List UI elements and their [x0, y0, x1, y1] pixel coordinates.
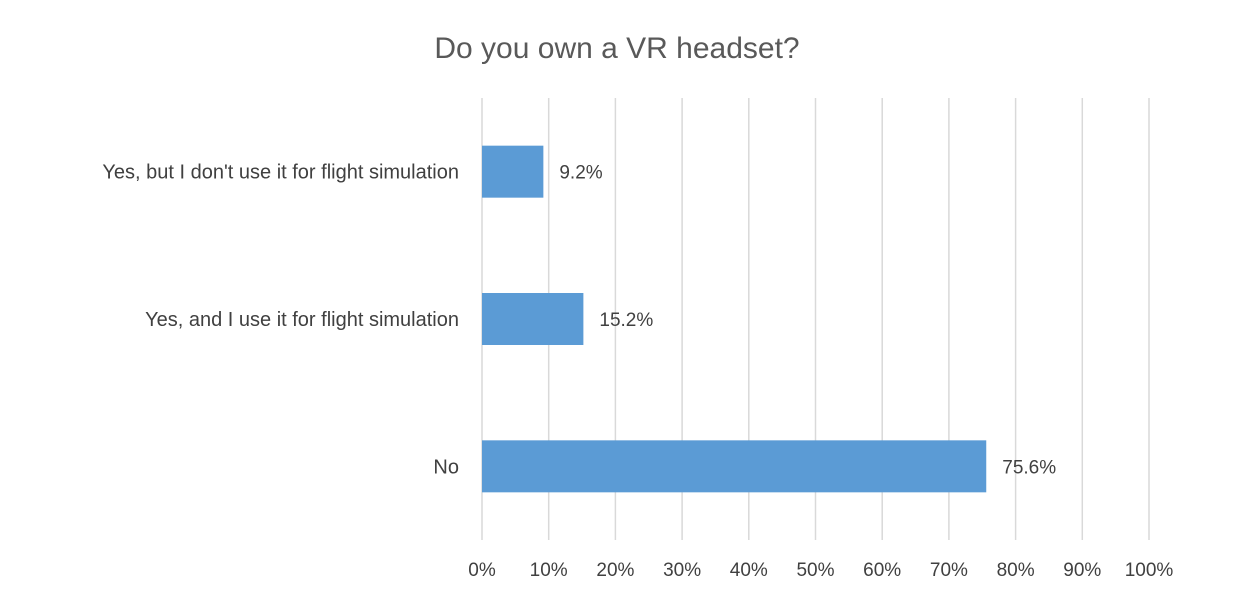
- x-tick-label: 30%: [663, 560, 701, 581]
- data-label: 15.2%: [599, 310, 653, 331]
- data-labels: 9.2% 15.2% 75.6%: [559, 163, 1056, 479]
- x-tick-label: 100%: [1125, 560, 1174, 581]
- bar: [482, 293, 584, 345]
- x-tick-label: 70%: [930, 560, 968, 581]
- x-tick-label: 50%: [796, 560, 834, 581]
- chart-title: Do you own a VR headset?: [434, 32, 799, 65]
- x-tick-label: 60%: [863, 560, 901, 581]
- x-tick-label: 40%: [730, 560, 768, 581]
- category-label: Yes, but I don't use it for flight simul…: [102, 162, 459, 184]
- x-tick-label: 20%: [596, 560, 634, 581]
- x-tick-label: 90%: [1063, 560, 1101, 581]
- x-tick-label: 80%: [997, 560, 1035, 581]
- category-labels: Yes, but I don't use it for flight simul…: [102, 162, 459, 479]
- bar: [482, 145, 544, 198]
- bar: [482, 440, 987, 493]
- category-label: No: [433, 456, 459, 478]
- gridlines: [481, 98, 1150, 540]
- bars: [482, 145, 987, 493]
- x-tick-label: 10%: [530, 560, 568, 581]
- x-axis-tick-labels: 0% 10% 20% 30% 40% 50% 60% 70% 80% 90% 100%: [468, 560, 1173, 581]
- data-label: 9.2%: [559, 163, 602, 184]
- category-label: Yes, and I use it for flight simulation: [145, 309, 459, 331]
- x-tick-label: 0%: [468, 560, 496, 581]
- data-label: 75.6%: [1002, 457, 1056, 478]
